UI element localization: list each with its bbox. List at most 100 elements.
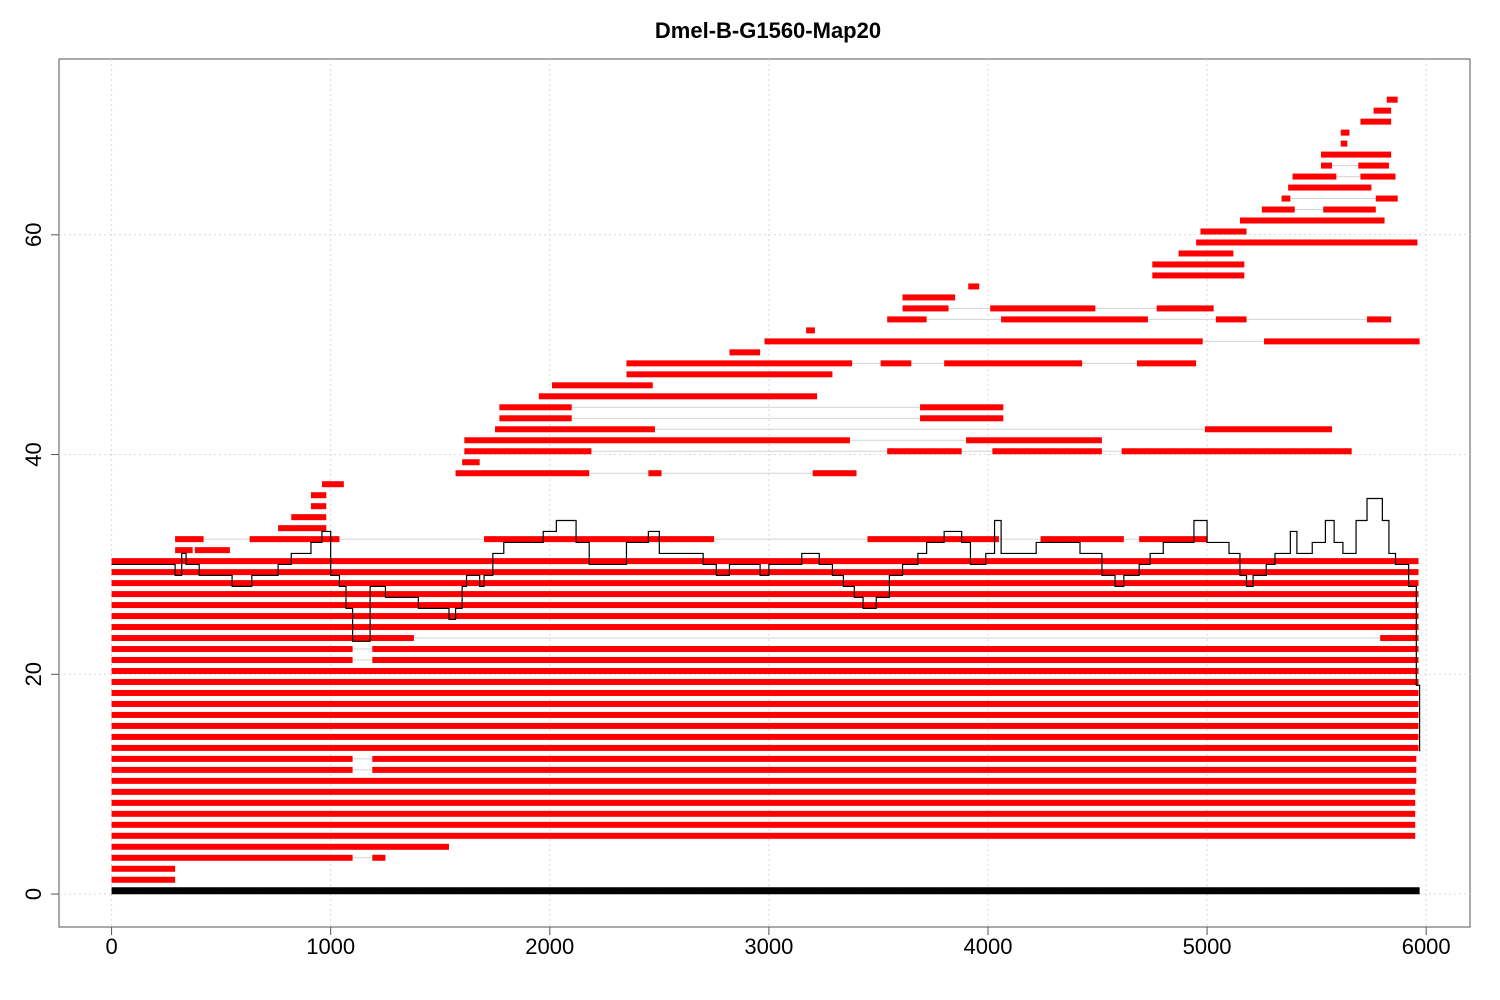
segment-49-1 <box>1264 338 1420 345</box>
x-tick-label-5: 5000 <box>1183 934 1232 959</box>
coverage-line <box>111 497 1421 752</box>
segment-39-2 <box>992 448 1102 455</box>
segment-48-0 <box>729 349 761 356</box>
segment-61-0 <box>1261 206 1295 213</box>
segment-12-0 <box>111 744 1419 751</box>
segment-67-0 <box>1340 140 1348 147</box>
segment-65-0 <box>1321 162 1332 169</box>
segment-40-0 <box>464 437 850 444</box>
segment-6-0 <box>111 810 1416 817</box>
segment-links <box>111 165 1420 859</box>
segment-14-0 <box>111 722 1419 729</box>
segment-10-0 <box>111 766 353 773</box>
plot-frame <box>58 58 1471 928</box>
segment-17-0 <box>111 689 1419 696</box>
reference-bar-rect <box>111 887 1420 895</box>
segment-59-0 <box>1200 228 1247 235</box>
y-axis: 0 20 40 60 <box>21 223 59 900</box>
segment-58-0 <box>1196 239 1418 246</box>
segment-65-1 <box>1358 162 1389 169</box>
segment-43-1 <box>920 404 1004 411</box>
segment-31-5 <box>1139 536 1208 543</box>
segment-52-2 <box>1156 305 1214 312</box>
segment-20-1 <box>372 657 1419 664</box>
segment-35-0 <box>310 492 327 499</box>
segment-40-1 <box>966 437 1102 444</box>
segment-69-0 <box>1360 118 1392 125</box>
reference-bar <box>111 887 1420 895</box>
segment-39-3 <box>1121 448 1352 455</box>
segment-41-1 <box>1204 426 1332 433</box>
segment-22-1 <box>1380 635 1419 642</box>
segment-51-0 <box>887 316 927 323</box>
segment-31-0 <box>175 536 204 543</box>
segment-57-0 <box>1178 250 1234 257</box>
segment-33-0 <box>291 514 327 521</box>
segment-71-0 <box>1386 96 1398 103</box>
segment-36-0 <box>321 481 344 488</box>
segment-10-1 <box>372 766 1417 773</box>
y-tick-label-0: 0 <box>21 888 46 900</box>
segment-7-0 <box>111 799 1416 806</box>
segment-4-0 <box>111 832 1416 839</box>
coverage-line-path <box>111 497 1421 752</box>
segment-39-1 <box>887 448 962 455</box>
segment-50-0 <box>806 327 815 334</box>
segment-31-1 <box>249 536 340 543</box>
segment-13-0 <box>111 733 1419 740</box>
segment-43-0 <box>499 404 572 411</box>
segment-37-1 <box>648 470 662 477</box>
segment-61-1 <box>1323 206 1376 213</box>
x-tick-label-4: 4000 <box>964 934 1013 959</box>
segment-38-0 <box>462 459 480 466</box>
segment-1-0 <box>111 865 176 872</box>
segment-52-0 <box>902 305 949 312</box>
segment-24-0 <box>111 613 1419 620</box>
segment-31-3 <box>867 536 999 543</box>
x-axis: 0 1000 2000 3000 4000 5000 6000 <box>105 927 1451 959</box>
segment-68-0 <box>1340 129 1350 136</box>
x-tick-label-1: 1000 <box>306 934 355 959</box>
segment-70-0 <box>1373 107 1392 114</box>
segment-21-1 <box>372 646 1419 653</box>
segment-9-0 <box>111 777 1417 784</box>
x-tick-label-2: 2000 <box>525 934 574 959</box>
segment-8-0 <box>111 788 1416 795</box>
segment-26-0 <box>111 591 1419 598</box>
segment-55-0 <box>1152 272 1245 279</box>
segment-37-2 <box>812 470 857 477</box>
segment-30-1 <box>194 547 230 554</box>
segment-3-0 <box>111 843 449 850</box>
segment-16-0 <box>111 700 1419 707</box>
segment-53-0 <box>902 294 956 301</box>
segment-25-0 <box>111 602 1419 609</box>
segment-30-0 <box>175 547 193 554</box>
segment-39-0 <box>464 448 592 455</box>
segment-51-2 <box>1215 316 1247 323</box>
segment-23-0 <box>111 624 1419 631</box>
segment-19-0 <box>111 667 1419 674</box>
grid <box>59 59 1470 927</box>
y-tick-label-2: 40 <box>21 442 46 466</box>
segment-21-0 <box>111 646 353 653</box>
segment-5-0 <box>111 821 1416 828</box>
segment-2-0 <box>111 854 353 861</box>
segment-2-1 <box>372 854 386 861</box>
segment-15-0 <box>111 711 1419 718</box>
segment-31-4 <box>1040 536 1124 543</box>
segment-37-0 <box>455 470 590 477</box>
chart-title: Dmel-B-G1560-Map20 <box>655 18 881 43</box>
segment-64-0 <box>1292 173 1337 180</box>
segment-51-3 <box>1367 316 1392 323</box>
segment-20-0 <box>111 657 353 664</box>
x-tick-label-3: 3000 <box>744 934 793 959</box>
segment-47-1 <box>880 360 912 367</box>
segment-11-1 <box>372 755 1417 762</box>
segment-56-0 <box>1152 261 1245 268</box>
segment-47-3 <box>1136 360 1197 367</box>
segment-45-0 <box>551 382 653 389</box>
segment-47-0 <box>626 360 853 367</box>
segment-32-0 <box>278 525 327 532</box>
segment-54-0 <box>968 283 980 290</box>
